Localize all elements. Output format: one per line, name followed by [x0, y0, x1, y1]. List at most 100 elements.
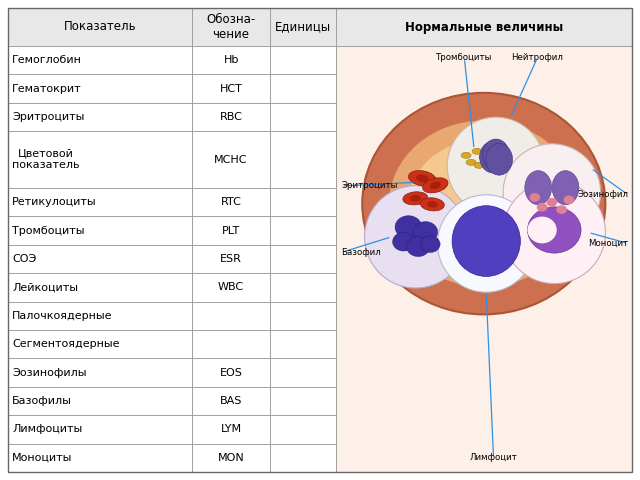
- Ellipse shape: [420, 198, 444, 211]
- Ellipse shape: [408, 139, 559, 268]
- Bar: [270, 131, 335, 188]
- Ellipse shape: [474, 162, 484, 168]
- Ellipse shape: [438, 195, 535, 292]
- Ellipse shape: [392, 232, 415, 251]
- Bar: [8, 74, 192, 103]
- Bar: [8, 188, 192, 216]
- Text: СОЭ: СОЭ: [12, 254, 36, 264]
- Text: Моноциты: Моноциты: [12, 453, 72, 463]
- Text: EOS: EOS: [220, 368, 243, 378]
- Ellipse shape: [479, 154, 489, 160]
- Ellipse shape: [564, 195, 574, 204]
- Bar: [192, 103, 270, 131]
- Ellipse shape: [413, 222, 438, 242]
- Bar: [192, 330, 270, 359]
- Bar: [8, 8, 192, 46]
- Ellipse shape: [461, 152, 471, 158]
- Bar: [8, 245, 192, 273]
- Bar: [270, 387, 335, 415]
- Text: RTC: RTC: [221, 197, 241, 207]
- Ellipse shape: [466, 159, 476, 165]
- Ellipse shape: [406, 237, 430, 256]
- Ellipse shape: [410, 195, 421, 202]
- Ellipse shape: [503, 144, 600, 241]
- Ellipse shape: [362, 93, 605, 314]
- Bar: [270, 273, 335, 301]
- Bar: [192, 301, 270, 330]
- Bar: [270, 330, 335, 359]
- Ellipse shape: [547, 198, 557, 207]
- Bar: [270, 188, 335, 216]
- Ellipse shape: [525, 170, 552, 205]
- Bar: [192, 245, 270, 273]
- Text: Гемоглобин: Гемоглобин: [12, 55, 82, 65]
- Text: Нормальные величины: Нормальные величины: [404, 21, 563, 34]
- Bar: [335, 46, 632, 472]
- Ellipse shape: [408, 170, 436, 186]
- Bar: [192, 359, 270, 387]
- Bar: [335, 8, 632, 46]
- Bar: [192, 8, 270, 46]
- Text: Ретикулоциты: Ретикулоциты: [12, 197, 97, 207]
- Ellipse shape: [365, 186, 467, 288]
- Ellipse shape: [429, 181, 441, 189]
- Ellipse shape: [403, 192, 428, 205]
- Text: MON: MON: [218, 453, 244, 463]
- Bar: [192, 444, 270, 472]
- Ellipse shape: [537, 203, 547, 212]
- Ellipse shape: [556, 205, 567, 214]
- Ellipse shape: [529, 193, 540, 202]
- Text: Лимфоцит: Лимфоцит: [470, 454, 518, 463]
- Ellipse shape: [389, 120, 579, 287]
- Ellipse shape: [472, 148, 482, 154]
- Bar: [270, 301, 335, 330]
- Bar: [8, 273, 192, 301]
- Bar: [270, 216, 335, 245]
- Bar: [192, 415, 270, 444]
- Ellipse shape: [420, 236, 440, 252]
- Bar: [8, 359, 192, 387]
- Text: Эозинофилы: Эозинофилы: [12, 368, 86, 378]
- Bar: [8, 387, 192, 415]
- Ellipse shape: [527, 216, 557, 243]
- Text: Эозинофил: Эозинофил: [577, 190, 628, 199]
- Bar: [270, 359, 335, 387]
- Bar: [192, 131, 270, 188]
- Ellipse shape: [486, 144, 513, 175]
- Ellipse shape: [452, 206, 520, 276]
- Bar: [8, 415, 192, 444]
- Ellipse shape: [479, 141, 506, 173]
- Ellipse shape: [422, 178, 448, 193]
- Text: Цветовой
показатель: Цветовой показатель: [12, 149, 79, 170]
- Ellipse shape: [395, 216, 422, 239]
- Bar: [270, 46, 335, 74]
- Bar: [270, 103, 335, 131]
- Text: WBC: WBC: [218, 282, 244, 292]
- Ellipse shape: [447, 117, 545, 215]
- Ellipse shape: [416, 174, 429, 182]
- Text: RBC: RBC: [220, 112, 243, 122]
- Text: ESR: ESR: [220, 254, 242, 264]
- Text: Моноцит: Моноцит: [588, 239, 628, 248]
- Bar: [192, 46, 270, 74]
- Text: Тромбоциты: Тромбоциты: [12, 226, 84, 236]
- Bar: [8, 216, 192, 245]
- Bar: [192, 74, 270, 103]
- Bar: [8, 46, 192, 74]
- Text: Показатель: Показатель: [64, 21, 136, 34]
- Bar: [192, 387, 270, 415]
- Bar: [8, 330, 192, 359]
- Text: Лимфоциты: Лимфоциты: [12, 424, 83, 434]
- Text: PLT: PLT: [222, 226, 240, 236]
- Bar: [8, 131, 192, 188]
- Text: HCT: HCT: [220, 84, 243, 94]
- Text: Лейкоциты: Лейкоциты: [12, 282, 78, 292]
- Bar: [8, 301, 192, 330]
- Bar: [192, 188, 270, 216]
- Text: LYM: LYM: [221, 424, 242, 434]
- Bar: [192, 216, 270, 245]
- Text: Нейтрофил: Нейтрофил: [511, 53, 563, 62]
- Text: Базофил: Базофил: [342, 248, 381, 257]
- Ellipse shape: [427, 201, 438, 208]
- Bar: [270, 415, 335, 444]
